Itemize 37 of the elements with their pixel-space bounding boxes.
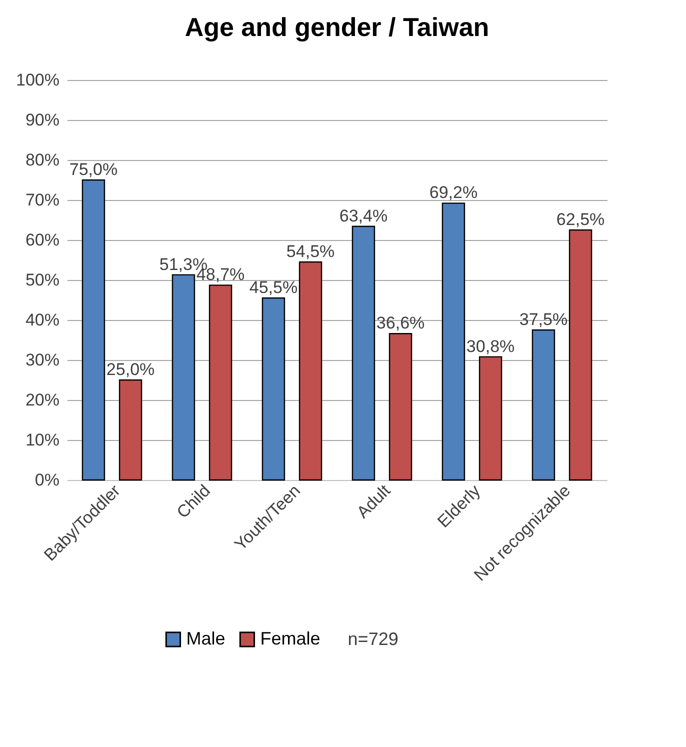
chart-title: Age and gender / Taiwan xyxy=(184,12,490,42)
legend-label: Male xyxy=(186,628,226,648)
data-label: 30,8% xyxy=(466,336,515,356)
data-label: 75,0% xyxy=(69,160,118,179)
bar xyxy=(208,284,232,481)
bar xyxy=(262,297,286,481)
data-label: 69,2% xyxy=(429,183,478,202)
y-tick-label: 90% xyxy=(25,110,60,130)
bar xyxy=(118,379,142,481)
y-tick-label: 60% xyxy=(25,230,60,250)
bar xyxy=(568,229,592,481)
bar xyxy=(478,356,502,481)
data-label: 45,5% xyxy=(249,278,298,297)
bar xyxy=(532,329,556,481)
bar xyxy=(442,202,466,481)
data-label: 37,5% xyxy=(519,310,568,329)
y-tick-label: 40% xyxy=(25,310,60,330)
data-label: 25,0% xyxy=(106,360,155,379)
y-tick-label: 100% xyxy=(16,70,60,90)
y-tick-label: 70% xyxy=(25,190,60,210)
y-tick-label: 10% xyxy=(25,430,60,450)
bar xyxy=(82,179,106,481)
data-label: 54,5% xyxy=(286,242,335,261)
text: n=729 xyxy=(348,629,398,649)
data-label: 62,5% xyxy=(556,210,605,229)
y-tick-label: 30% xyxy=(25,350,60,370)
y-tick-label: 0% xyxy=(34,470,60,490)
y-tick-label: 50% xyxy=(25,270,60,290)
data-label: 36,6% xyxy=(376,314,425,333)
legend-label: Female xyxy=(260,628,320,648)
y-tick-label: 20% xyxy=(25,390,60,410)
data-label: 63,4% xyxy=(339,206,388,226)
y-tick-label: 80% xyxy=(25,150,60,170)
bar xyxy=(352,226,376,481)
bar xyxy=(298,261,322,481)
bar xyxy=(388,333,412,481)
bar xyxy=(172,274,196,481)
